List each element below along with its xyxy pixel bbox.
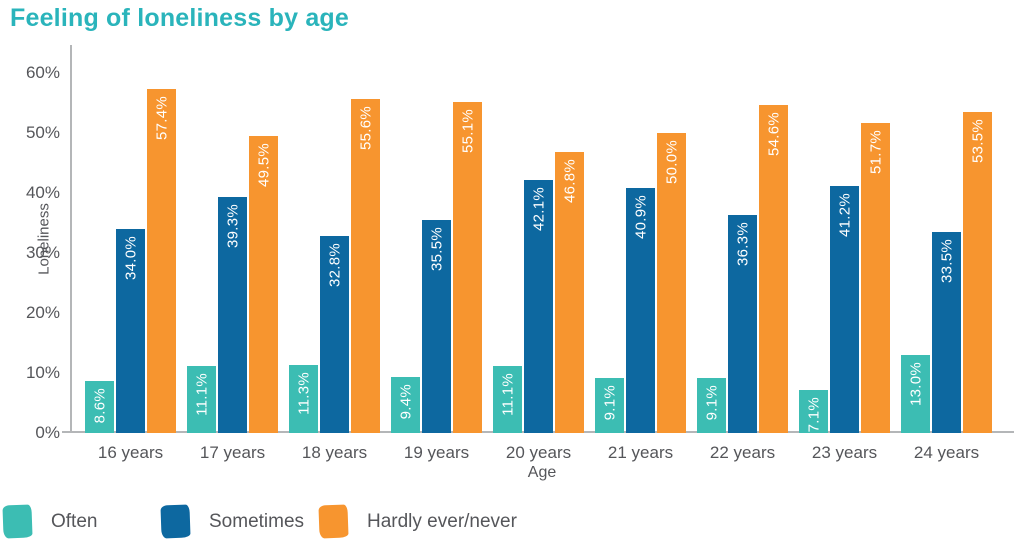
bar-value-label: 11.3% bbox=[295, 372, 312, 416]
y-tick-label: 0% bbox=[35, 423, 60, 442]
y-tick-label: 10% bbox=[25, 363, 60, 382]
bar-value-label: 13.0% bbox=[907, 362, 924, 407]
bar-value-label: 36.3% bbox=[734, 222, 751, 267]
bar-groups: 8.6% 34.0% 57.4% 16 years 11.1% 39.3% 49.5% 17 … bbox=[72, 45, 1014, 462]
y-tick-label: 50% bbox=[25, 123, 60, 142]
bar-group-16-years: 8.6% 34.0% 57.4% 16 years bbox=[85, 45, 176, 462]
legend: Often Sometimes Hardly ever/never bbox=[2, 504, 517, 539]
x-tick-label: 24 years bbox=[913, 443, 980, 462]
y-tick-label: 40% bbox=[25, 183, 60, 202]
bar-sometimes-22-years: 36.3% bbox=[728, 215, 757, 433]
legend-item-hardly-ever-never: Hardly ever/never bbox=[318, 504, 517, 539]
y-tick-label: 60% bbox=[25, 63, 60, 82]
bar-value-label: 11.1% bbox=[499, 373, 516, 417]
y-axis-line bbox=[70, 45, 72, 433]
bar-often-17-years: 11.1% bbox=[187, 366, 216, 433]
bar-often-20-years: 11.1% bbox=[493, 366, 522, 433]
bar-value-label: 57.4% bbox=[153, 95, 170, 140]
legend-label: Hardly ever/never bbox=[367, 510, 517, 532]
bar-hardly-ever-never-19-years: 55.1% bbox=[453, 102, 482, 433]
bar-often-22-years: 9.1% bbox=[697, 378, 726, 433]
x-tick-label: 22 years bbox=[709, 443, 776, 462]
bar-hardly-ever-never-24-years: 53.5% bbox=[963, 112, 992, 433]
x-tick-label: 20 years bbox=[505, 443, 572, 462]
bar-value-label: 39.3% bbox=[224, 204, 241, 249]
bar-value-label: 42.1% bbox=[530, 187, 547, 232]
bar-group-18-years: 11.3% 32.8% 55.6% 18 years bbox=[289, 45, 380, 462]
y-axis-title: Loneliness bbox=[35, 203, 53, 275]
bar-hardly-ever-never-22-years: 54.6% bbox=[759, 105, 788, 433]
bar-group-21-years: 9.1% 40.9% 50.0% 21 years bbox=[595, 45, 686, 462]
bar-value-label: 35.5% bbox=[428, 227, 445, 272]
bar-group-17-years: 11.1% 39.3% 49.5% 17 years bbox=[187, 45, 278, 462]
bar-sometimes-23-years: 41.2% bbox=[830, 185, 859, 433]
legend-swatch-icon bbox=[318, 504, 349, 539]
bar-value-label: 55.1% bbox=[459, 109, 476, 154]
bar-value-label: 11.1% bbox=[193, 373, 210, 417]
bar-sometimes-18-years: 32.8% bbox=[320, 236, 349, 433]
x-axis-title: Age bbox=[527, 464, 557, 481]
legend-label: Sometimes bbox=[209, 510, 305, 532]
bar-group-24-years: 13.0% 33.5% 53.5% 24 years bbox=[901, 45, 992, 462]
bar-value-label: 9.1% bbox=[703, 385, 720, 421]
bar-sometimes-17-years: 39.3% bbox=[218, 197, 247, 433]
y-tick-label: 20% bbox=[25, 303, 60, 322]
bar-often-18-years: 11.3% bbox=[289, 365, 318, 433]
y-tick-label: 30% bbox=[25, 243, 60, 262]
plot-area: Loneliness 0% 10% 20% 30% 40% 50% 60% 8.6% 34.0… bbox=[26, 45, 1014, 462]
x-tick-label: 18 years bbox=[301, 443, 368, 462]
bar-value-label: 54.6% bbox=[765, 112, 782, 157]
bar-hardly-ever-never-23-years: 51.7% bbox=[861, 122, 890, 433]
bar-value-label: 7.1% bbox=[805, 397, 822, 433]
bar-often-23-years: 7.1% bbox=[799, 390, 828, 433]
legend-swatch-icon bbox=[2, 504, 33, 539]
legend-swatch-icon bbox=[160, 504, 191, 539]
x-tick-label: 23 years bbox=[811, 443, 878, 462]
bar-group-22-years: 9.1% 36.3% 54.6% 22 years bbox=[697, 45, 788, 462]
bar-value-label: 50.0% bbox=[663, 140, 680, 185]
bar-value-label: 49.5% bbox=[255, 143, 272, 188]
bar-value-label: 46.8% bbox=[561, 159, 578, 204]
bar-sometimes-16-years: 34.0% bbox=[116, 229, 145, 433]
bar-value-label: 41.2% bbox=[836, 192, 853, 237]
x-tick-label: 21 years bbox=[607, 443, 674, 462]
bar-sometimes-19-years: 35.5% bbox=[422, 220, 451, 433]
bar-group-20-years: 11.1% 42.1% 46.8% 20 years bbox=[493, 45, 584, 462]
legend-item-sometimes: Sometimes bbox=[160, 504, 319, 539]
x-tick-label: 19 years bbox=[403, 443, 470, 462]
bar-value-label: 33.5% bbox=[938, 239, 955, 284]
bar-value-label: 51.7% bbox=[867, 129, 884, 174]
bar-often-16-years: 8.6% bbox=[85, 381, 114, 433]
bar-value-label: 40.9% bbox=[632, 194, 649, 239]
bar-sometimes-20-years: 42.1% bbox=[524, 180, 553, 433]
bar-sometimes-24-years: 33.5% bbox=[932, 232, 961, 433]
bar-hardly-ever-never-21-years: 50.0% bbox=[657, 133, 686, 433]
bar-value-label: 32.8% bbox=[326, 243, 343, 288]
bar-value-label: 9.4% bbox=[397, 383, 414, 419]
legend-label: Often bbox=[51, 510, 98, 532]
bar-value-label: 8.6% bbox=[91, 388, 108, 424]
legend-item-often: Often bbox=[2, 504, 161, 539]
bar-hardly-ever-never-18-years: 55.6% bbox=[351, 99, 380, 433]
bar-often-19-years: 9.4% bbox=[391, 376, 420, 433]
bar-group-19-years: 9.4% 35.5% 55.1% 19 years bbox=[391, 45, 482, 462]
bar-hardly-ever-never-17-years: 49.5% bbox=[249, 136, 278, 433]
bar-sometimes-21-years: 40.9% bbox=[626, 187, 655, 433]
x-tick-label: 16 years bbox=[97, 443, 164, 462]
bar-group-23-years: 7.1% 41.2% 51.7% 23 years bbox=[799, 45, 890, 462]
x-tick-label: 17 years bbox=[199, 443, 266, 462]
chart-title: Feeling of loneliness by age bbox=[10, 4, 350, 32]
bar-value-label: 55.6% bbox=[357, 106, 374, 151]
bar-value-label: 34.0% bbox=[122, 236, 139, 281]
bar-value-label: 9.1% bbox=[601, 385, 618, 421]
bar-often-24-years: 13.0% bbox=[901, 355, 930, 433]
bar-hardly-ever-never-16-years: 57.4% bbox=[147, 88, 176, 433]
bar-often-21-years: 9.1% bbox=[595, 378, 624, 433]
bar-value-label: 53.5% bbox=[969, 119, 986, 164]
bar-hardly-ever-never-20-years: 46.8% bbox=[555, 152, 584, 433]
